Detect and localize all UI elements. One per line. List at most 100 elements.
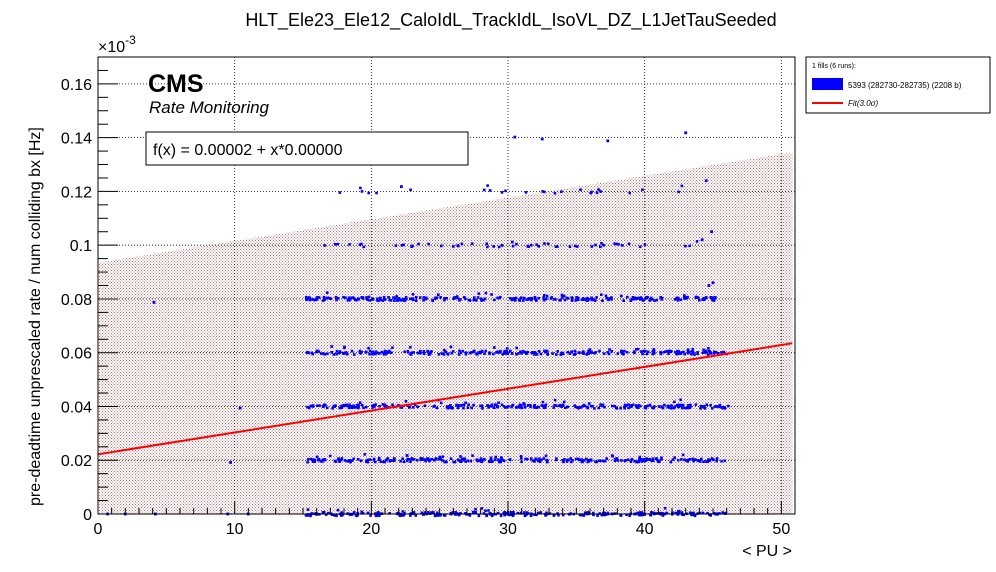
data-point bbox=[323, 298, 326, 301]
data-point bbox=[553, 398, 557, 402]
data-point bbox=[456, 295, 459, 298]
data-point bbox=[479, 457, 483, 460]
data-point bbox=[700, 238, 704, 242]
data-point bbox=[464, 401, 467, 405]
data-point bbox=[628, 514, 631, 518]
data-point bbox=[526, 457, 529, 461]
legend: 1 fills (6 runs): 5393 (282730-282735) (… bbox=[805, 56, 991, 114]
data-point bbox=[353, 353, 356, 356]
data-point bbox=[649, 513, 652, 517]
data-point bbox=[471, 454, 474, 457]
data-point bbox=[493, 346, 496, 349]
data-point bbox=[727, 404, 730, 408]
data-point bbox=[681, 403, 685, 407]
data-point bbox=[305, 351, 309, 354]
data-point bbox=[310, 351, 313, 355]
data-point bbox=[627, 242, 631, 246]
data-point bbox=[682, 294, 686, 298]
data-point bbox=[307, 297, 311, 300]
data-point bbox=[650, 459, 654, 463]
data-point bbox=[701, 298, 704, 301]
data-point bbox=[481, 407, 484, 410]
data-point bbox=[315, 350, 318, 354]
data-point bbox=[715, 405, 719, 408]
data-point bbox=[557, 404, 561, 408]
data-point bbox=[365, 298, 369, 301]
data-point bbox=[545, 458, 549, 462]
data-point bbox=[546, 242, 550, 246]
data-point bbox=[559, 403, 562, 407]
data-point bbox=[643, 243, 647, 246]
data-point bbox=[329, 297, 332, 300]
y-tick-label: 0.02 bbox=[61, 453, 92, 470]
data-point bbox=[357, 297, 360, 300]
data-point bbox=[485, 242, 488, 246]
data-point bbox=[626, 295, 629, 299]
data-point bbox=[561, 459, 564, 462]
data-point bbox=[344, 404, 347, 408]
data-point bbox=[534, 457, 537, 460]
data-point bbox=[602, 352, 606, 355]
data-point bbox=[377, 299, 380, 302]
data-point bbox=[368, 458, 372, 461]
data-point bbox=[683, 406, 686, 410]
data-point bbox=[319, 460, 323, 463]
data-point bbox=[632, 350, 636, 353]
data-point bbox=[696, 459, 700, 462]
data-point bbox=[476, 296, 480, 299]
data-point bbox=[484, 349, 487, 353]
data-point bbox=[599, 190, 602, 193]
data-point bbox=[566, 350, 570, 354]
data-point bbox=[503, 349, 506, 353]
data-point bbox=[499, 460, 502, 464]
data-point bbox=[459, 351, 463, 355]
data-point bbox=[545, 460, 549, 464]
data-point bbox=[707, 347, 710, 350]
data-point bbox=[462, 457, 465, 460]
data-point bbox=[315, 297, 319, 301]
data-point bbox=[327, 511, 330, 515]
data-point bbox=[495, 351, 498, 354]
data-point bbox=[387, 296, 390, 299]
data-point bbox=[422, 296, 426, 299]
data-point bbox=[532, 406, 536, 409]
data-point bbox=[423, 404, 427, 408]
data-point bbox=[381, 299, 385, 302]
data-point bbox=[680, 458, 683, 461]
x-tick-label: 0 bbox=[94, 521, 103, 538]
data-point bbox=[590, 245, 594, 248]
data-point bbox=[606, 139, 610, 143]
data-point bbox=[683, 458, 686, 461]
data-point bbox=[568, 352, 572, 355]
data-point bbox=[568, 245, 572, 248]
data-point bbox=[430, 511, 433, 514]
data-point bbox=[424, 511, 427, 514]
data-point bbox=[342, 295, 345, 299]
legend-entry-fit: Fit(3.0σ) bbox=[848, 99, 878, 108]
data-point bbox=[412, 511, 416, 514]
data-point bbox=[439, 458, 442, 461]
data-point bbox=[699, 460, 702, 463]
data-point bbox=[388, 512, 391, 515]
data-point bbox=[715, 457, 719, 461]
y-tick-label: 0.08 bbox=[61, 292, 92, 309]
data-point bbox=[670, 349, 673, 353]
data-point bbox=[691, 457, 695, 461]
data-point bbox=[497, 245, 501, 249]
data-point bbox=[667, 352, 670, 355]
data-point bbox=[696, 351, 699, 354]
data-point bbox=[419, 349, 422, 353]
data-point bbox=[517, 352, 520, 355]
data-point bbox=[470, 351, 473, 354]
data-point bbox=[379, 460, 383, 463]
data-point bbox=[603, 459, 607, 463]
data-point bbox=[533, 353, 536, 356]
data-point bbox=[537, 349, 541, 353]
data-point bbox=[675, 296, 679, 300]
data-point bbox=[377, 458, 381, 462]
data-point bbox=[621, 244, 624, 247]
data-point bbox=[712, 511, 716, 515]
data-point bbox=[543, 242, 546, 245]
data-point bbox=[336, 242, 340, 246]
data-point bbox=[229, 461, 232, 464]
